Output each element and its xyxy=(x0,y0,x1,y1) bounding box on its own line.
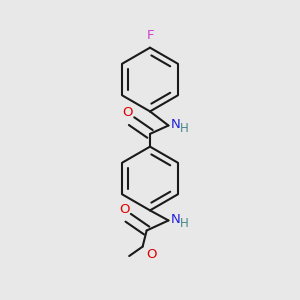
Text: O: O xyxy=(147,248,157,261)
Text: N: N xyxy=(171,213,181,226)
Text: N: N xyxy=(171,118,181,131)
Text: O: O xyxy=(122,106,133,119)
Text: O: O xyxy=(119,203,129,216)
Text: H: H xyxy=(179,217,188,230)
Text: F: F xyxy=(146,28,154,42)
Text: H: H xyxy=(179,122,188,135)
